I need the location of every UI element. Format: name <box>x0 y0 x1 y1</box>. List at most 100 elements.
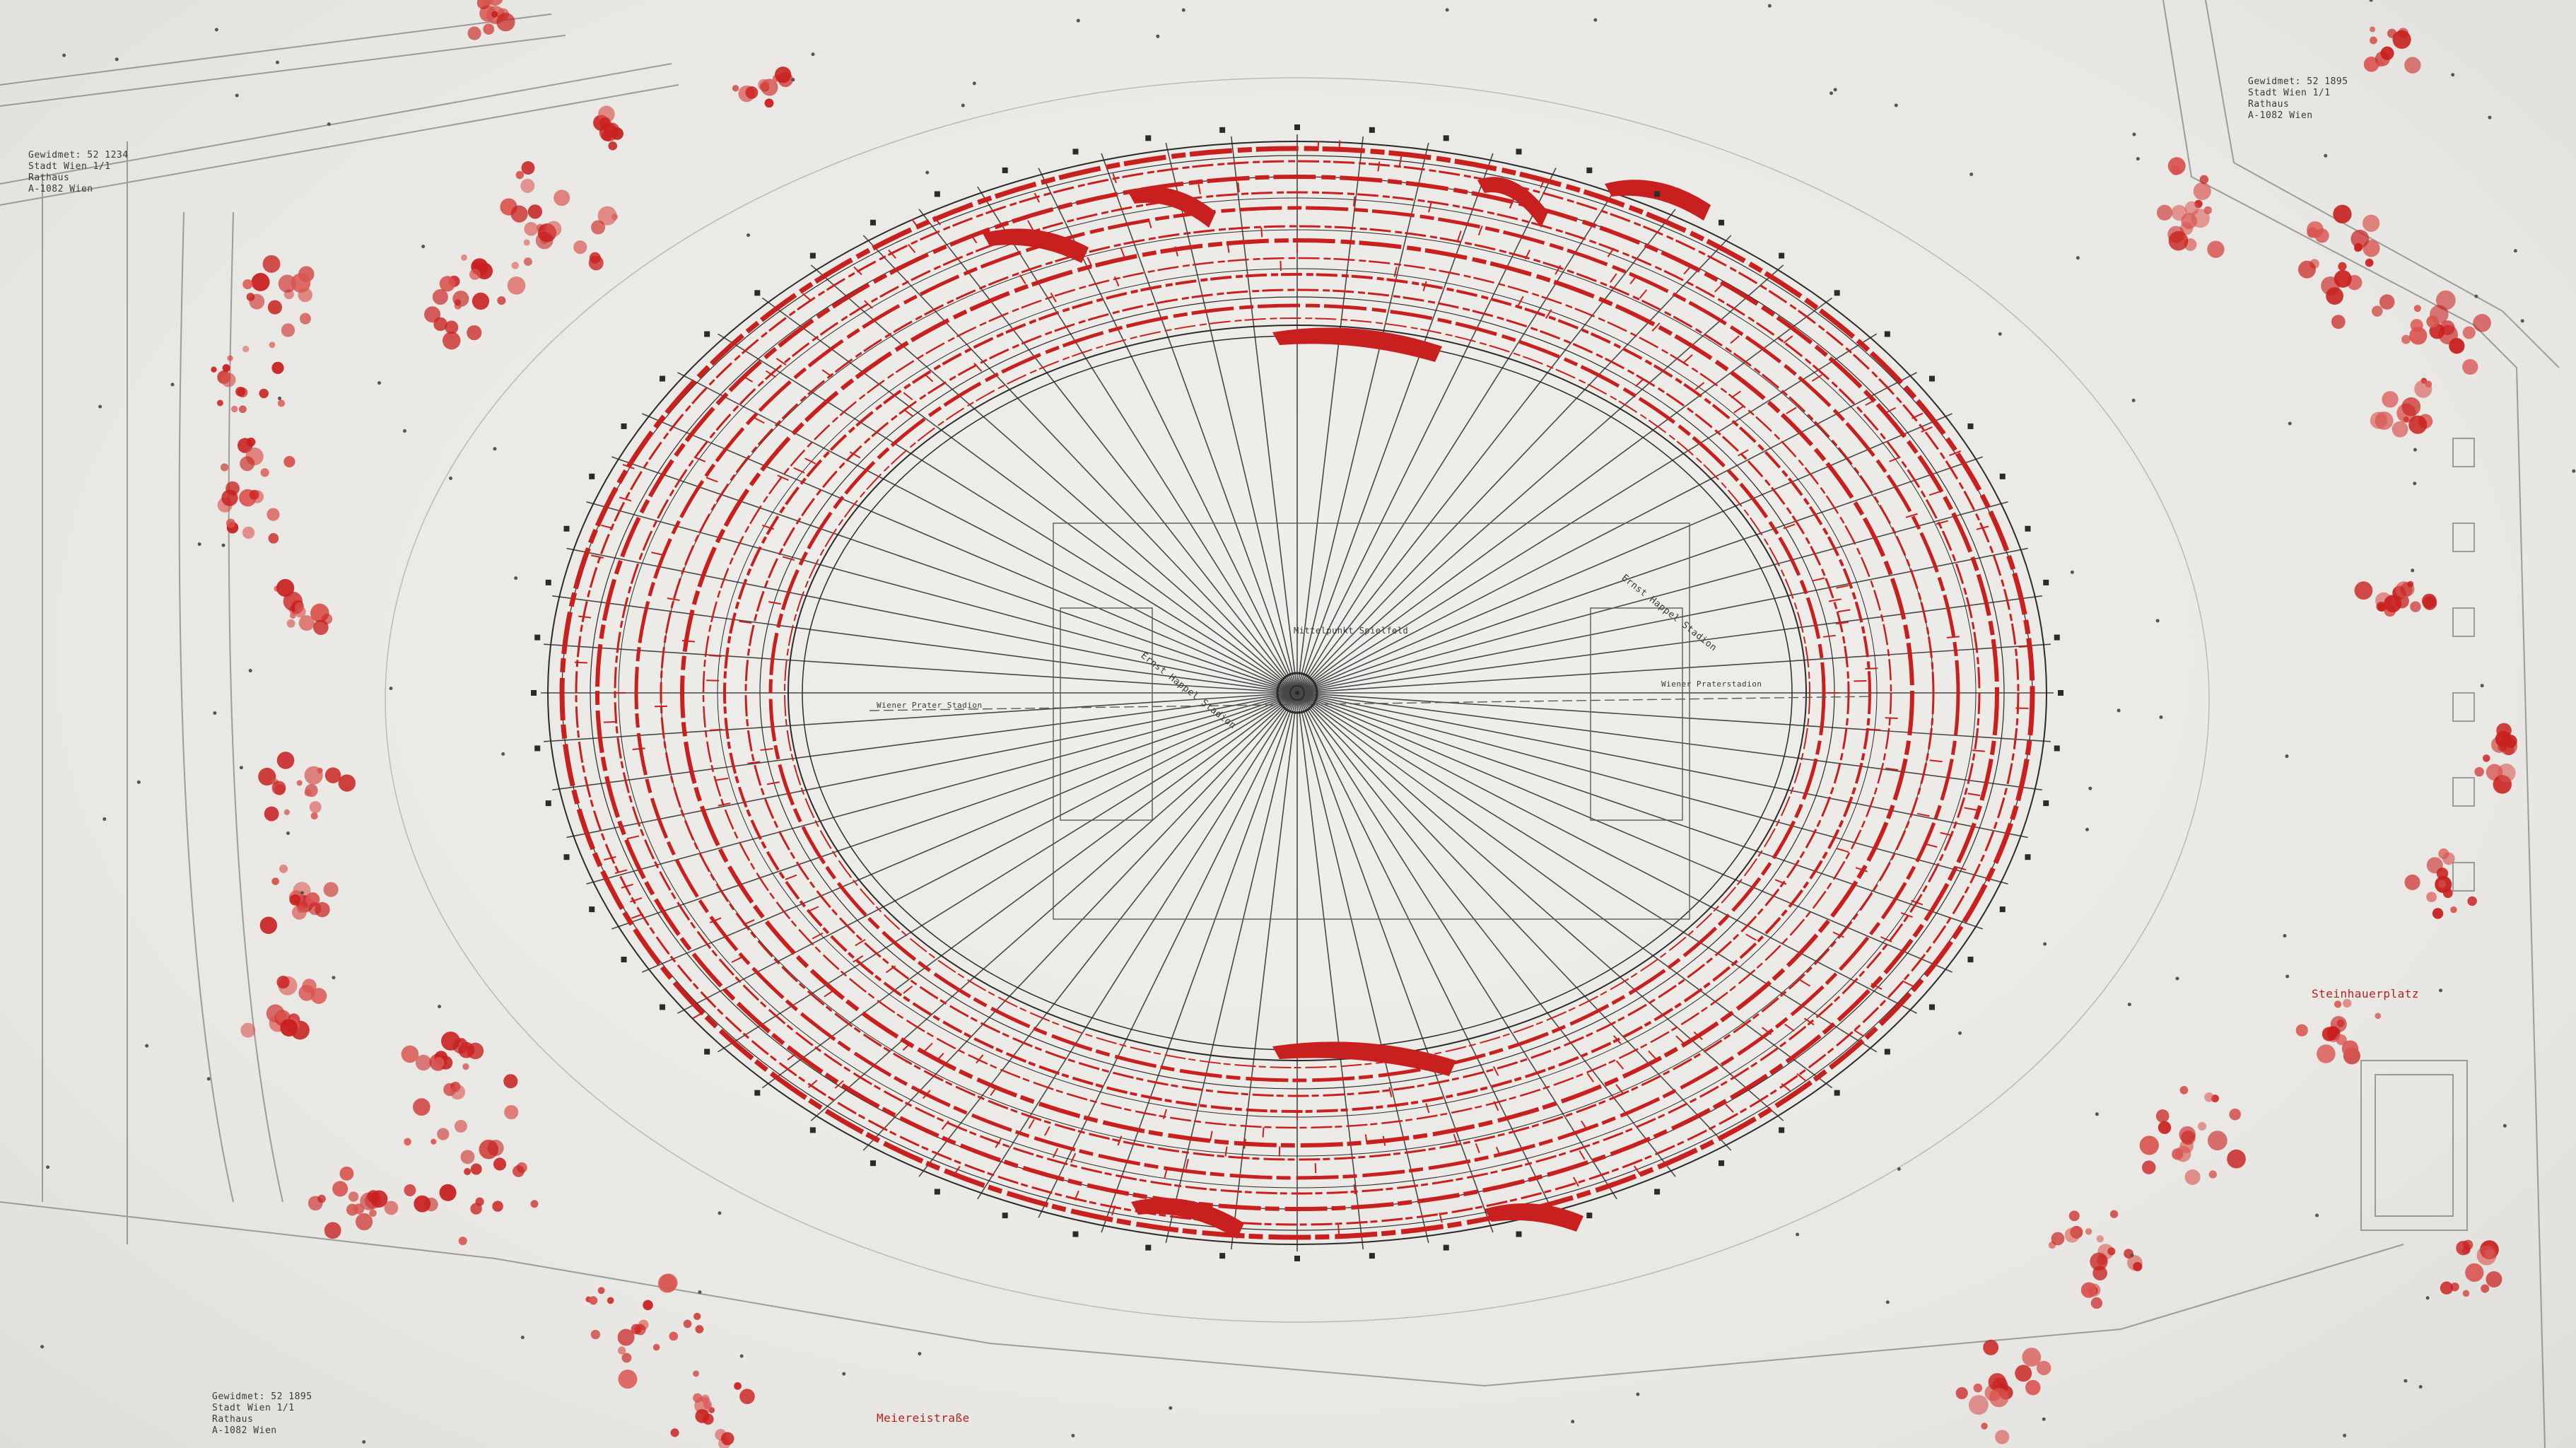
radial-line <box>1101 153 1298 694</box>
column-tick <box>1353 1184 1357 1195</box>
symbol-dot <box>2117 708 2121 713</box>
tree-canopy <box>264 806 279 822</box>
survey-point <box>1999 906 2006 913</box>
symbol-dot <box>1593 18 1598 22</box>
survey-point <box>1369 1253 1375 1259</box>
survey-point <box>660 375 666 382</box>
tree-canopy <box>1968 1395 1989 1415</box>
site-boundary-ellipse <box>385 77 2210 1323</box>
column-tick <box>1028 1119 1035 1129</box>
tree-canopy <box>597 1287 605 1295</box>
tree-canopy <box>431 1138 437 1145</box>
column-tick <box>834 1080 844 1089</box>
symbol-dot <box>2343 1433 2347 1437</box>
column-ticks <box>574 140 2032 1235</box>
tree-canopy <box>356 1213 373 1231</box>
tree-canopy <box>520 178 535 193</box>
tree-canopy <box>445 320 459 334</box>
column-tick <box>1967 793 1981 797</box>
symbol-dot <box>46 1165 50 1169</box>
tree-canopy <box>240 1022 256 1038</box>
roof-segment <box>1605 180 1711 221</box>
survey-point <box>1928 1004 1935 1010</box>
vegetation <box>211 0 2517 1448</box>
column-tick <box>1832 931 1844 938</box>
path-edge-left <box>228 211 283 1203</box>
radial-line <box>544 692 1298 742</box>
symbol-dot <box>1796 1232 1800 1237</box>
tree-canopy <box>2037 1360 2051 1376</box>
tree-canopy <box>2486 1271 2502 1288</box>
column-tick <box>1019 274 1026 284</box>
column-tick <box>1120 247 1125 258</box>
tree-canopy <box>2370 26 2376 33</box>
tree-canopy <box>251 273 270 291</box>
symbol-dot <box>2425 1296 2430 1300</box>
path-edge-left <box>178 211 234 1203</box>
tree-canopy <box>597 206 617 226</box>
column-tick <box>1027 220 1034 230</box>
tree-canopy <box>283 455 295 468</box>
tree-canopy <box>1981 1423 1988 1430</box>
tree-canopy <box>2197 1121 2207 1131</box>
column-tick <box>1921 426 1933 433</box>
radial-line <box>611 692 1298 930</box>
symbol-dot <box>2404 1379 2408 1383</box>
tree-canopy <box>216 399 223 407</box>
symbol-dot <box>98 404 103 409</box>
tree-canopy <box>2317 1044 2336 1063</box>
symbol-dot <box>1969 173 1974 177</box>
centre-circle <box>1289 685 1305 701</box>
radial-line <box>1296 692 1617 1200</box>
column-tick <box>1586 1073 1595 1082</box>
radial-line <box>1101 692 1298 1233</box>
tree-canopy <box>296 780 303 786</box>
column-tick <box>1393 267 1398 277</box>
column-tick <box>1925 843 1938 848</box>
radial-line <box>677 372 1298 694</box>
tree-canopy <box>439 1184 457 1201</box>
symbol-dot <box>2324 153 2328 158</box>
tree-canopy <box>249 293 265 310</box>
symbol-dot <box>145 1044 149 1048</box>
stand-rings <box>559 146 2035 1240</box>
tree-canopy <box>258 767 276 786</box>
column-tick <box>1639 289 1648 299</box>
symbol-dot <box>62 53 66 57</box>
tree-canopy <box>2141 1160 2156 1174</box>
column-tick <box>1317 141 1320 151</box>
tree-canopy <box>269 341 276 349</box>
symbol-dot <box>2131 398 2136 402</box>
survey-point <box>1145 135 1152 141</box>
tree-canopy <box>591 220 606 235</box>
tree-canopy <box>469 269 481 280</box>
symbol-dot <box>136 780 141 784</box>
symbol-dot <box>2130 1253 2134 1257</box>
column-tick <box>1615 1084 1624 1094</box>
tree-canopy <box>238 405 247 414</box>
tree-canopy <box>310 812 318 820</box>
radial-line <box>1230 692 1298 1250</box>
column-tick <box>808 1080 818 1088</box>
column-tick <box>768 601 781 605</box>
column-tick <box>760 747 773 751</box>
penalty-box-right <box>1590 607 1683 821</box>
radial-line <box>1296 692 2008 884</box>
tree-canopy <box>2467 896 2477 906</box>
column-tick <box>1693 1031 1703 1040</box>
tree-canopy <box>2440 320 2455 336</box>
survey-point <box>545 579 551 585</box>
tree-canopy <box>278 274 297 293</box>
symbol-dot <box>2451 73 2455 77</box>
survey-point <box>1219 1253 1226 1259</box>
radial-line <box>1296 168 1557 694</box>
column-tick <box>924 1042 933 1052</box>
column-tick <box>631 913 644 919</box>
tree-canopy <box>304 789 312 797</box>
column-tick <box>864 300 873 309</box>
column-tick <box>821 369 833 378</box>
survey-point <box>1884 331 1890 337</box>
tree-canopy <box>2375 1012 2382 1020</box>
tree-canopy <box>2400 582 2415 597</box>
survey-point <box>1072 1231 1079 1237</box>
